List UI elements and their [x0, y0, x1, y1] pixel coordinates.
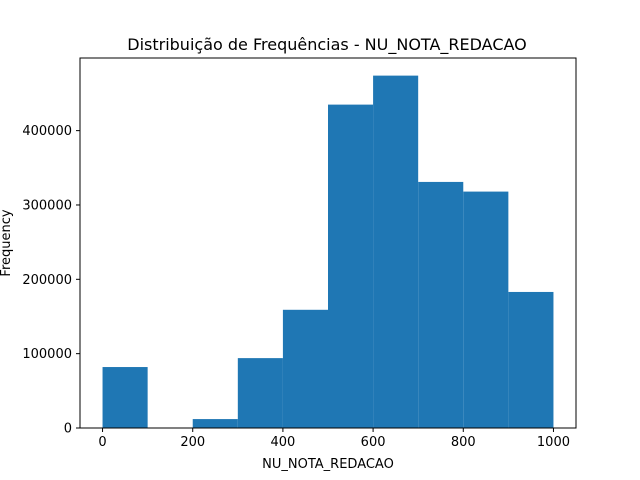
x-tick-label: 600 [361, 435, 386, 450]
histogram-bar-9 [508, 291, 554, 428]
x-tick-label: 0 [98, 435, 106, 450]
histogram-bar-6 [373, 75, 419, 428]
y-tick-label: 200000 [22, 273, 72, 288]
chart-title: Distribuição de Frequências - NU_NOTA_RE… [127, 35, 527, 55]
x-tick-label: 200 [180, 435, 205, 450]
y-tick-label: 300000 [22, 198, 72, 213]
histogram-bar-7 [418, 181, 464, 428]
x-tick-label: 400 [270, 435, 295, 450]
y-axis-label: Frequency [0, 209, 14, 276]
bars-group [102, 75, 554, 428]
histogram-bar-5 [328, 104, 374, 428]
histogram-bar-2 [192, 419, 238, 428]
histogram-bar-8 [463, 191, 509, 428]
x-axis-label: NU_NOTA_REDACAO [262, 457, 394, 472]
plot-frame [79, 57, 577, 429]
y-tick-label: 400000 [22, 124, 72, 139]
histogram-bar-3 [237, 358, 283, 428]
x-tick-label: 1000 [537, 435, 570, 450]
y-tick-label: 0 [64, 422, 72, 437]
y-axis-ticks: 0 100000 200000 300000 400000 [22, 124, 80, 437]
histogram-bar-4 [282, 309, 328, 428]
x-tick-label: 800 [451, 435, 476, 450]
x-axis-ticks: 0 200 400 600 800 1000 [98, 428, 570, 450]
y-tick-label: 100000 [22, 347, 72, 362]
histogram-bar-0 [102, 367, 148, 428]
